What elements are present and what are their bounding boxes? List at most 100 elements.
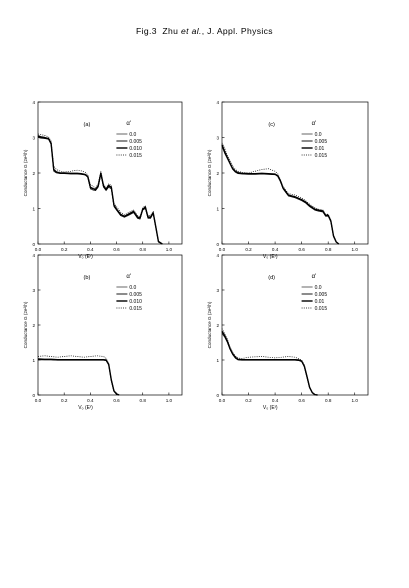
y-tick-label: 3 <box>216 136 219 141</box>
x-tick-label: 0.6 <box>113 398 120 403</box>
x-tick-label: 0.8 <box>140 398 147 403</box>
y-tick-label: 3 <box>32 288 35 293</box>
series-line <box>38 359 120 396</box>
legend-label: 0.010 <box>129 299 142 305</box>
x-tick-label: 0.0 <box>219 398 226 403</box>
x-tick-label: 0.8 <box>325 398 332 403</box>
chart-panel-3: 0 1 2 3 4 0.0 0.2 0.4 0.6 0.8 1.0 Conductance G (2e… <box>207 253 369 411</box>
x-tick-label: 0.2 <box>245 398 252 403</box>
y-tick-label: 0 <box>32 393 35 398</box>
x-axis-label: V₀ (Eᶠ) <box>78 405 93 411</box>
legend-label: 0.01 <box>315 299 325 305</box>
y-tick-label: 3 <box>32 136 35 141</box>
x-tick-label: 0.4 <box>87 247 94 252</box>
series-line <box>221 145 340 245</box>
series-line <box>37 358 120 396</box>
legend-label: 0.015 <box>315 153 328 159</box>
x-tick-label: 0.6 <box>113 247 120 252</box>
legend-label: 0.0 <box>129 285 136 291</box>
chart-panel-2: 0 1 2 3 4 0.0 0.2 0.4 0.6 0.8 1.0 Conductance G (2e… <box>23 253 183 411</box>
legend-label: 0.005 <box>315 292 328 298</box>
series-line <box>37 137 163 245</box>
x-tick-label: 0.0 <box>35 247 42 252</box>
plot-frame <box>221 254 369 396</box>
y-tick-label: 4 <box>32 100 35 105</box>
x-tick-label: 0.4 <box>87 398 94 403</box>
y-tick-label: 3 <box>216 288 219 293</box>
x-tick-label: 0.4 <box>272 398 279 403</box>
x-tick-label: 0.2 <box>61 398 68 403</box>
x-tick-label: 0.0 <box>35 398 42 403</box>
legend-label: 0.015 <box>129 306 142 312</box>
legend-label: 0.01 <box>315 146 325 152</box>
legend-label: 0.005 <box>129 292 142 298</box>
series-line <box>37 133 163 245</box>
x-tick-label: 0.2 <box>61 247 68 252</box>
x-axis-label: V₀ (Eᶠ) <box>263 405 278 411</box>
y-tick-label: 1 <box>32 207 35 212</box>
y-axis-label: Conductance G (2e²/h) <box>23 301 28 348</box>
y-tick-label: 2 <box>216 171 219 176</box>
x-tick-label: 0.6 <box>298 247 305 252</box>
series-line <box>37 136 163 245</box>
x-tick-label: 0.8 <box>325 247 332 252</box>
legend-title: α' <box>312 121 317 127</box>
legend-label: 0.005 <box>129 139 142 145</box>
y-tick-label: 0 <box>216 242 219 247</box>
panel-label: (d) <box>268 275 275 281</box>
series-line <box>37 135 163 245</box>
legend-label: 0.015 <box>129 153 142 159</box>
y-tick-label: 2 <box>32 323 35 328</box>
x-tick-label: 0.0 <box>219 247 226 252</box>
x-tick-label: 1.0 <box>166 247 173 252</box>
legend-title: α' <box>126 274 131 280</box>
x-axis-label: V₀ (Eᶠ) <box>263 254 278 260</box>
legend-label: 0.0 <box>129 132 136 138</box>
x-tick-label: 1.0 <box>166 398 173 403</box>
y-axis-label: Conductance G (2e²/h) <box>207 149 212 196</box>
x-tick-label: 0.2 <box>245 247 252 252</box>
y-tick-label: 0 <box>32 242 35 247</box>
legend-label: 0.0 <box>315 285 322 291</box>
y-tick-label: 4 <box>32 253 35 258</box>
figure-caption: Fig.3 Zhu et al., J. Appl. Physics <box>0 26 409 36</box>
x-tick-label: 1.0 <box>352 398 359 403</box>
x-tick-label: 0.6 <box>298 398 305 403</box>
legend-title: α' <box>312 274 317 280</box>
panel-label: (c) <box>268 122 275 128</box>
legend-label: 0.015 <box>315 306 328 312</box>
x-tick-label: 0.8 <box>140 247 147 252</box>
et-al: et al. <box>180 26 202 36</box>
legend-label: 0.005 <box>315 139 328 145</box>
x-tick-label: 0.4 <box>272 247 279 252</box>
y-tick-label: 0 <box>216 393 219 398</box>
legend-label: 0.010 <box>129 146 142 152</box>
legend-label: 0.0 <box>315 132 322 138</box>
y-tick-label: 1 <box>216 207 219 212</box>
x-axis-label: V₀ (Eᶠ) <box>78 254 93 260</box>
y-tick-label: 2 <box>32 171 35 176</box>
panel-label: (b) <box>84 275 91 281</box>
series-line <box>221 146 339 245</box>
series-line <box>37 358 120 396</box>
series-line <box>221 328 318 396</box>
figure-number: Fig.3 <box>136 26 157 36</box>
legend-title: α' <box>126 121 131 127</box>
series-line <box>221 144 340 245</box>
series-line <box>37 355 120 396</box>
panel-label: (a) <box>84 122 91 128</box>
y-tick-label: 4 <box>216 253 219 258</box>
y-axis-label: Conductance G (2e²/h) <box>23 149 28 196</box>
x-tick-label: 1.0 <box>352 247 359 252</box>
y-tick-label: 1 <box>32 358 35 363</box>
journal-name: , J. Appl. Physics <box>201 26 273 36</box>
author-name: Zhu <box>162 26 179 36</box>
y-tick-label: 2 <box>216 323 219 328</box>
y-tick-label: 1 <box>216 358 219 363</box>
y-axis-label: Conductance G (2e²/h) <box>207 301 212 348</box>
series-line <box>221 142 340 245</box>
y-tick-label: 4 <box>216 100 219 105</box>
